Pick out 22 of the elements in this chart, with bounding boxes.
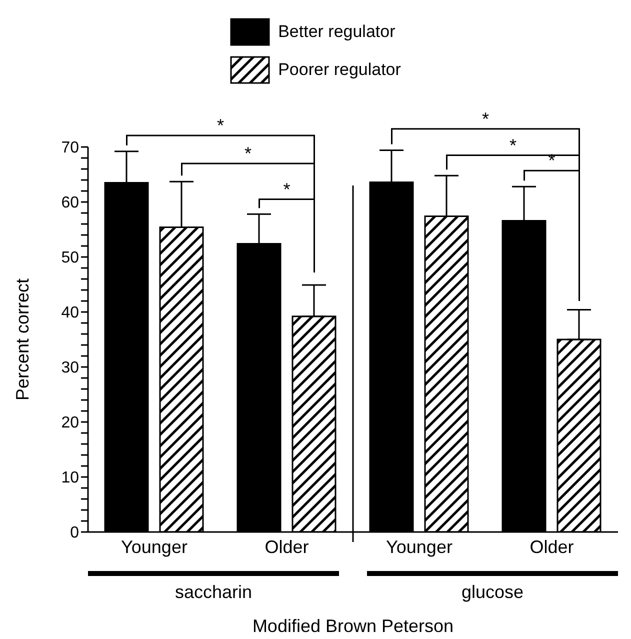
y-axis-title: Percent correct [12, 278, 32, 401]
y-tick-label: 0 [70, 524, 80, 542]
y-tick-label: 10 [61, 470, 80, 487]
y-tick-label: 30 [61, 360, 80, 377]
x-tick-label: Older [530, 536, 574, 557]
y-tick-label: 20 [61, 414, 80, 432]
text: saccharin [174, 582, 252, 602]
x-tick-label: Older [264, 536, 309, 557]
x-tick-label: Younger [121, 536, 188, 557]
x-axis-title: Modified Brown Peterson [252, 616, 454, 636]
x-tick-label: Younger [386, 536, 452, 557]
significance-bracket: * [258, 179, 315, 272]
y-tick-label: 40 [61, 304, 80, 322]
text: glucose [461, 582, 524, 602]
y-tick-label: 70 [61, 140, 80, 157]
legend-label: Better regulator [278, 22, 396, 42]
y-tick-label: 60 [61, 194, 80, 212]
annotation: * [509, 135, 517, 156]
annotation: * [244, 144, 252, 164]
annotation: * [283, 179, 290, 200]
legend-label: Poorer regulator [278, 60, 401, 80]
y-tick-label: 50 [61, 250, 80, 267]
